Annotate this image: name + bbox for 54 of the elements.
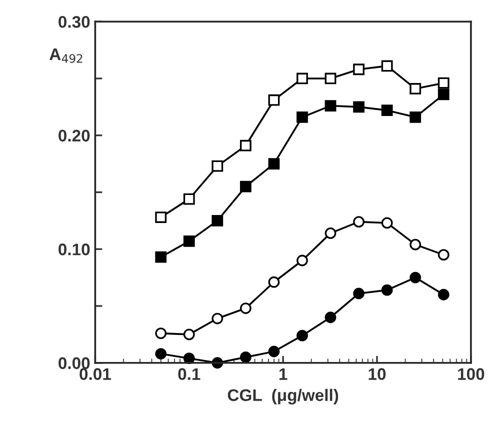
point [240, 302, 252, 314]
point [212, 312, 224, 324]
point [324, 72, 336, 84]
y-tick-label: 0.00 [58, 357, 90, 370]
point [296, 72, 308, 84]
point [296, 254, 308, 266]
point [296, 330, 308, 342]
point [381, 284, 393, 296]
point [268, 276, 280, 288]
point [155, 251, 167, 263]
point [324, 100, 336, 112]
point [324, 312, 336, 324]
point [240, 351, 252, 363]
point [183, 328, 195, 340]
point [353, 216, 364, 228]
point [381, 217, 393, 229]
point [155, 348, 167, 360]
point [155, 328, 167, 339]
point [268, 94, 280, 106]
point [268, 346, 280, 358]
point [410, 272, 422, 284]
y-tick-label: 0.30 [58, 16, 90, 28]
point [410, 83, 422, 94]
point [268, 158, 280, 170]
point [381, 104, 393, 116]
point [353, 64, 364, 76]
point [410, 111, 422, 123]
x-tick-label: 100 [458, 368, 484, 380]
point [438, 249, 450, 261]
point [240, 180, 252, 192]
point [381, 60, 393, 72]
point [410, 238, 422, 250]
x-tick-label: 0.1 [178, 368, 200, 380]
x-tick-label: 0.01 [80, 368, 111, 380]
point [183, 352, 195, 364]
point [438, 88, 450, 100]
point [212, 214, 224, 226]
point [155, 212, 167, 223]
point [212, 160, 224, 172]
x-tick-label: 1 [279, 368, 288, 380]
point [438, 288, 450, 300]
point [296, 111, 308, 123]
y-tick-label: 0.20 [58, 130, 90, 142]
y-axis-title: A$_{492}$ [50, 48, 82, 63]
y-tick-label: 0.10 [58, 244, 90, 256]
point [353, 288, 364, 300]
x-axis-title: CGL (μg/well) [228, 388, 338, 404]
point [240, 140, 252, 152]
point [353, 101, 364, 113]
point [438, 77, 450, 89]
point [324, 227, 336, 239]
x-tick-label: 10 [368, 368, 386, 380]
point [183, 235, 195, 247]
point [183, 193, 195, 205]
